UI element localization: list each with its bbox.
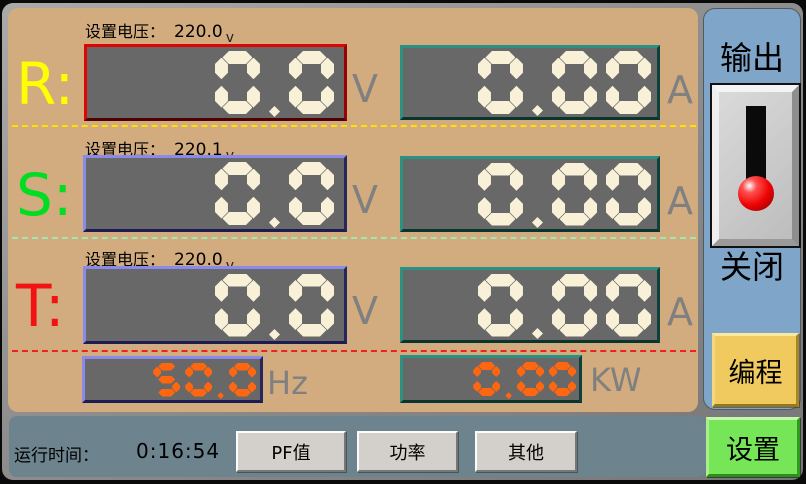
separator-r: [12, 125, 696, 127]
toggle-lever-icon: [745, 106, 766, 179]
power-display: [400, 355, 582, 403]
t-current-unit: A: [667, 290, 693, 334]
output-state-label: 关闭: [719, 248, 784, 286]
power-unit: KW: [590, 361, 642, 399]
t-voltage-unit: V: [352, 289, 378, 333]
r-current-unit: A: [667, 68, 693, 112]
output-control-panel: 输出 关闭 编程: [703, 8, 801, 410]
other-button[interactable]: 其他: [475, 431, 577, 472]
t-set-voltage-caption: 设置电压：: [85, 250, 166, 269]
measurement-panel: 设置电压：220.0v R: V A 设置电压：220.1v S: V A 设置…: [8, 8, 698, 412]
frequency-unit: Hz: [267, 364, 308, 402]
runtime-value: 0:16:54: [136, 439, 221, 463]
r-voltage-display[interactable]: [84, 44, 347, 121]
t-voltage-display[interactable]: [83, 266, 347, 344]
output-toggle-switch[interactable]: [710, 83, 801, 248]
frequency-display[interactable]: [82, 356, 263, 403]
program-button[interactable]: 编程: [712, 333, 799, 407]
runtime-label: 运行时间：: [14, 446, 99, 466]
t-set-voltage-label: 设置电压：220.0v: [85, 246, 234, 274]
r-set-voltage-label: 设置电压： 220.0 v: [85, 18, 234, 46]
r-set-voltage-unit: v: [225, 30, 234, 46]
separator-s: [12, 237, 696, 239]
s-set-voltage-caption: 设置电压：: [85, 140, 166, 159]
s-voltage-display[interactable]: [83, 155, 347, 232]
settings-button[interactable]: 设置: [706, 417, 800, 477]
toggle-switch-face: [712, 85, 799, 246]
r-set-voltage-caption: 设置电压：: [85, 22, 166, 41]
s-voltage-unit: V: [352, 178, 378, 222]
toggle-knob-icon: [737, 176, 774, 211]
phase-t-label: T:: [16, 272, 65, 340]
power-tab-button[interactable]: 功率: [357, 431, 458, 472]
t-set-voltage-value: 220.0: [174, 250, 223, 270]
separator-t: [12, 350, 696, 352]
r-voltage-unit: V: [352, 67, 378, 111]
status-bar: 运行时间： 0:16:54 PF值 功率 其他: [9, 416, 706, 477]
output-label: 输出: [719, 39, 784, 77]
phase-r-label: R:: [16, 50, 75, 118]
phase-s-label: S:: [16, 161, 73, 229]
pf-value-button[interactable]: PF值: [236, 431, 346, 472]
t-current-display: [400, 267, 660, 343]
s-current-display: [400, 156, 660, 232]
r-set-voltage-value: 220.0: [174, 22, 223, 42]
s-current-unit: A: [667, 179, 693, 223]
r-current-display: [400, 45, 660, 120]
